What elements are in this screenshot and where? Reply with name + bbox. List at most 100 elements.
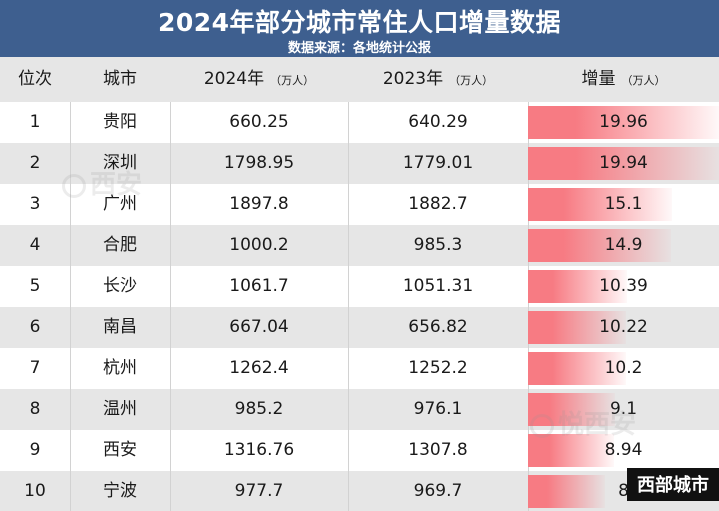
header-2023-label: 2023年	[382, 69, 444, 89]
watermark-icon-2	[530, 413, 554, 438]
cell-2024: 985.2	[234, 399, 284, 419]
cell-2024: 1000.2	[229, 235, 289, 255]
column-divider	[348, 307, 349, 348]
header-2024: 2024年 （万人）	[170, 57, 348, 102]
table-row: 6 南昌 667.04 656.82 10.22	[0, 307, 719, 348]
column-divider	[170, 471, 171, 511]
cell-city: 南昌	[103, 317, 137, 337]
column-divider	[170, 307, 171, 348]
cell-2023: 1779.01	[402, 153, 474, 173]
cell-2024: 1897.8	[229, 194, 289, 214]
column-divider	[70, 307, 71, 348]
column-divider	[348, 266, 349, 307]
increase-bar	[528, 352, 626, 385]
table-row: 3 广州 1897.8 1882.7 15.1	[0, 184, 719, 225]
cell-2023: 1882.7	[408, 194, 468, 214]
increase-bar	[528, 270, 627, 303]
column-divider	[70, 266, 71, 307]
header-increase-label: 增量	[581, 69, 616, 89]
cell-rank: 7	[29, 358, 41, 378]
header-2023: 2023年 （万人）	[348, 57, 528, 102]
watermark-text-1: 西安	[90, 170, 143, 200]
cell-2023: 1307.8	[408, 440, 468, 460]
increase-bar	[528, 475, 605, 508]
column-divider	[348, 102, 349, 143]
table-row: 5 长沙 1061.7 1051.31 10.39	[0, 266, 719, 307]
column-divider	[170, 266, 171, 307]
column-divider	[348, 143, 349, 184]
table-row: 10 宁波 977.7 969.7 8	[0, 471, 719, 511]
header-rank: 位次	[18, 69, 52, 89]
column-divider	[170, 143, 171, 184]
watermark-logo-2: 悦西安	[530, 404, 636, 441]
column-divider	[170, 184, 171, 225]
column-divider	[70, 471, 71, 511]
cell-2024: 1798.95	[223, 153, 295, 173]
column-divider	[70, 143, 71, 184]
cell-2023: 640.29	[408, 112, 468, 132]
cell-rank: 9	[29, 440, 41, 460]
column-divider	[70, 389, 71, 430]
cell-city: 宁波	[103, 481, 137, 501]
cell-rank: 6	[29, 317, 41, 337]
column-divider	[170, 348, 171, 389]
cell-increase: 10.39	[599, 276, 648, 296]
column-divider	[348, 389, 349, 430]
column-divider	[348, 471, 349, 511]
column-divider	[170, 389, 171, 430]
column-divider	[70, 430, 71, 471]
cell-2023: 656.82	[408, 317, 468, 337]
cell-2024: 1316.76	[223, 440, 295, 460]
increase-bar	[528, 106, 719, 139]
cell-increase: 19.96	[599, 112, 648, 132]
header-2024-unit: （万人）	[270, 74, 315, 87]
cell-increase: 9.1	[609, 399, 638, 419]
increase-bar	[528, 229, 671, 262]
cell-increase: 15.1	[604, 194, 643, 214]
cell-city: 杭州	[103, 358, 137, 378]
cell-2024: 977.7	[234, 481, 284, 501]
cell-city: 广州	[103, 194, 137, 214]
cell-increase: 10.22	[599, 317, 648, 337]
cell-2024: 1061.7	[229, 276, 289, 296]
header-2023-unit: （万人）	[449, 74, 494, 87]
table-row: 1 贵阳 660.25 640.29 19.96	[0, 102, 719, 143]
header-increase-unit: （万人）	[621, 74, 666, 87]
cell-rank: 8	[29, 399, 41, 419]
watermark-icon	[62, 173, 86, 198]
corner-label: 西部城市	[627, 468, 719, 501]
cell-city: 贵阳	[103, 112, 137, 132]
cell-rank: 5	[29, 276, 41, 296]
column-divider	[170, 430, 171, 471]
cell-2023: 1252.2	[408, 358, 468, 378]
cell-2023: 1051.31	[402, 276, 474, 296]
column-divider	[348, 430, 349, 471]
column-divider	[170, 225, 171, 266]
header-increase: 增量 （万人）	[528, 57, 719, 102]
cell-city: 深圳	[103, 153, 137, 173]
column-divider	[348, 348, 349, 389]
title-banner: 2024年部分城市常住人口增量数据 数据来源：各地统计公报	[0, 0, 719, 57]
column-divider	[170, 102, 171, 143]
cell-rank: 4	[29, 235, 41, 255]
cell-city: 西安	[103, 440, 137, 460]
watermark-logo: 西安	[62, 164, 142, 201]
column-divider	[70, 102, 71, 143]
column-divider	[70, 184, 71, 225]
increase-bar	[528, 188, 672, 221]
increase-bar	[528, 147, 719, 180]
cell-increase: 8	[618, 481, 629, 501]
cell-rank: 2	[29, 153, 41, 173]
chart-subtitle: 数据来源：各地统计公报	[287, 41, 431, 56]
cell-city: 合肥	[103, 235, 137, 255]
cell-2024: 667.04	[229, 317, 289, 337]
cell-city: 长沙	[103, 276, 137, 296]
column-divider	[70, 225, 71, 266]
table-row: 7 杭州 1262.4 1252.2 10.2	[0, 348, 719, 389]
cell-rank: 10	[24, 481, 46, 501]
cell-2024: 660.25	[229, 112, 289, 132]
column-divider	[348, 225, 349, 266]
cell-2024: 1262.4	[229, 358, 289, 378]
cell-rank: 3	[29, 194, 41, 214]
header-2024-label: 2024年	[203, 69, 265, 89]
